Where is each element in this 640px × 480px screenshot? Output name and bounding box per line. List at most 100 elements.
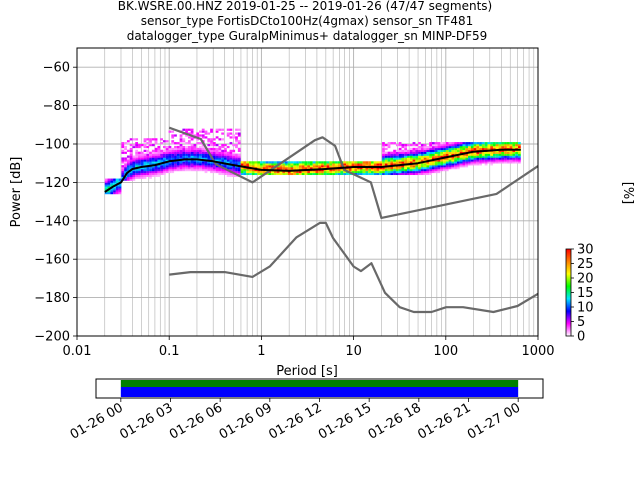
density-cell	[451, 147, 455, 151]
density-cell	[143, 149, 147, 152]
density-cell	[437, 165, 441, 168]
density-cell	[517, 142, 521, 145]
density-cell	[373, 163, 377, 166]
density-cell	[517, 159, 521, 162]
density-cell	[456, 151, 460, 154]
colorbar-step	[566, 314, 571, 316]
density-cell	[138, 176, 141, 179]
density-cell	[373, 167, 377, 170]
density-cell	[143, 155, 147, 158]
density-cell	[182, 168, 186, 172]
density-cell	[146, 167, 150, 170]
density-cell	[393, 157, 396, 160]
density-cell	[287, 165, 291, 168]
density-cell	[199, 149, 202, 152]
density-cell	[218, 170, 222, 174]
density-cell	[490, 142, 494, 145]
colorbar-step	[566, 260, 571, 262]
density-cell	[221, 170, 225, 174]
density-cell	[429, 165, 433, 168]
density-cell	[221, 165, 225, 168]
density-cell	[171, 153, 175, 156]
density-cell	[237, 134, 241, 137]
density-cell	[138, 170, 141, 174]
density-cell	[318, 163, 322, 166]
density-cell	[384, 147, 388, 151]
density-cell	[454, 165, 457, 168]
density-cell	[171, 161, 175, 164]
density-cell	[465, 161, 469, 164]
density-cell	[465, 163, 469, 166]
density-cell	[420, 163, 424, 166]
colorbar-step	[566, 323, 571, 325]
density-cell	[212, 157, 216, 160]
density-cell	[506, 153, 510, 156]
density-cell	[187, 163, 191, 166]
density-cell	[434, 151, 438, 154]
density-cell	[210, 140, 213, 143]
density-cell	[445, 153, 449, 156]
density-cell	[196, 153, 200, 156]
density-cell	[326, 168, 330, 172]
density-cell	[445, 145, 449, 149]
density-cell	[470, 142, 474, 145]
density-cell	[451, 159, 455, 162]
density-cell	[179, 151, 183, 154]
density-cell	[481, 161, 485, 164]
density-cell	[487, 161, 491, 164]
density-cell	[423, 155, 427, 158]
density-cell	[448, 167, 452, 170]
density-cell	[423, 151, 427, 154]
density-cell	[329, 165, 333, 168]
density-cell	[126, 161, 130, 164]
density-cell	[207, 153, 211, 156]
density-cell	[318, 165, 322, 168]
density-cell	[481, 153, 485, 156]
density-cell	[387, 161, 391, 164]
density-cell	[179, 155, 183, 158]
colorbar-tick-label: 5	[577, 315, 585, 330]
density-cell	[318, 172, 322, 176]
density-cell	[329, 161, 333, 164]
density-cell	[176, 161, 180, 164]
colorbar-step	[566, 262, 571, 264]
density-cell	[376, 161, 380, 164]
density-cell	[487, 144, 491, 147]
density-cell	[154, 170, 158, 174]
density-cell	[404, 165, 408, 168]
density-cell	[185, 149, 188, 152]
density-cell	[498, 144, 502, 147]
density-cell	[132, 176, 136, 179]
colorbar-step	[566, 257, 571, 259]
density-cell	[443, 159, 446, 162]
density-cell	[454, 142, 457, 145]
density-cell	[196, 155, 200, 158]
density-cell	[348, 161, 352, 164]
density-cell	[365, 167, 369, 170]
colorbar-step	[566, 326, 571, 328]
density-cell	[240, 163, 244, 166]
density-cell	[201, 151, 205, 154]
density-cell	[201, 153, 205, 156]
density-cell	[149, 163, 152, 166]
density-cell	[293, 172, 297, 176]
density-cell	[420, 147, 424, 151]
density-cell	[429, 144, 433, 147]
density-cell	[165, 155, 169, 158]
density-cell	[473, 151, 477, 154]
density-cell	[279, 165, 283, 168]
density-cell	[187, 165, 191, 168]
density-cell	[512, 144, 516, 147]
density-cell	[443, 145, 446, 149]
density-cell	[121, 165, 125, 168]
density-cell	[157, 157, 161, 160]
density-cell	[165, 151, 169, 154]
density-cell	[276, 172, 280, 176]
density-cell	[379, 161, 383, 164]
density-cell	[160, 167, 163, 170]
density-cell	[443, 167, 446, 170]
density-cell	[373, 172, 377, 176]
density-cell	[160, 159, 163, 162]
x-tick-label: 1	[257, 344, 265, 359]
density-cell	[476, 157, 480, 160]
